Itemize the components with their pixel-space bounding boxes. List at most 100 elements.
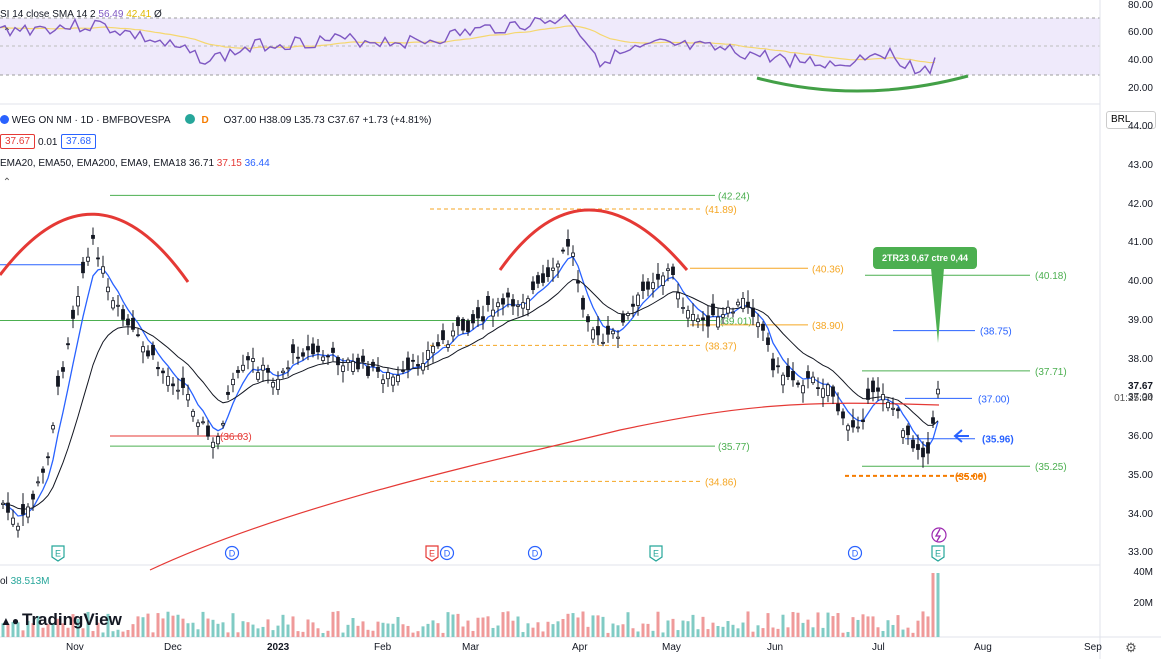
candle-body — [461, 318, 465, 331]
currency-selector[interactable]: BRL — [1106, 111, 1156, 129]
ema200-line — [149, 402, 940, 571]
rsi-value: 56.49 — [98, 9, 124, 20]
candle-body — [281, 370, 285, 374]
ema-fast-line — [2, 255, 939, 517]
rsi-tick-80: 80.00 — [1127, 0, 1153, 11]
candle-body — [741, 298, 745, 309]
candle-body — [156, 367, 160, 370]
volume-bar — [316, 628, 320, 637]
level-label: (39.01) — [720, 317, 752, 328]
volume-bar — [546, 621, 550, 637]
candle-body — [481, 316, 485, 322]
collapse-chevron-icon[interactable]: ⌃ — [2, 27, 12, 38]
bid-box[interactable]: 37.67 — [0, 134, 36, 149]
candle-body — [891, 407, 895, 410]
candle-body — [676, 292, 680, 300]
tradingview-logo[interactable]: ▲● TradingView — [0, 610, 122, 630]
candle-body — [216, 436, 220, 445]
volume-bar — [16, 622, 20, 637]
volume-bar — [666, 620, 670, 637]
candle-body — [356, 357, 360, 370]
volume-bar — [101, 632, 105, 637]
volume-bar — [371, 630, 375, 637]
earnings-marker-icon[interactable] — [649, 545, 663, 562]
ask-box[interactable]: 37.68 — [61, 134, 97, 149]
candle-body — [541, 273, 545, 283]
volume-bar — [621, 624, 625, 637]
dividend-marker-icon[interactable] — [224, 545, 240, 561]
candle-body — [371, 361, 375, 367]
candle-body — [296, 356, 300, 359]
volume-bar — [401, 624, 405, 637]
candle-body — [706, 315, 710, 327]
countdown-label: 01:25:34 — [1114, 393, 1153, 404]
candle-body — [316, 345, 320, 353]
volume-bar — [361, 621, 365, 637]
volume-bar — [636, 631, 640, 637]
volume-bar — [176, 614, 180, 637]
candle-body — [526, 298, 530, 310]
candle-body — [531, 281, 535, 291]
volume-bar — [741, 622, 745, 637]
candle-body — [351, 361, 355, 372]
volume-bar — [456, 613, 460, 637]
candle-body — [106, 286, 110, 293]
candle-body — [246, 356, 250, 361]
lightning-icon[interactable] — [931, 527, 947, 543]
candle-body — [581, 297, 585, 310]
volume-bar — [431, 620, 435, 637]
dividend-marker-icon[interactable] — [527, 545, 543, 561]
volume-bar — [501, 612, 505, 637]
earnings-marker-icon[interactable] — [425, 545, 439, 562]
dividend-marker-icon[interactable] — [439, 545, 455, 561]
volume-bar — [186, 623, 190, 637]
volume-bar — [641, 623, 645, 637]
time-tick: Mar — [462, 642, 480, 653]
candle-body — [416, 364, 420, 367]
ema-legend-text: EMA20, EMA50, EMA200, EMA9, EMA18 — [0, 158, 187, 169]
candle-body — [476, 307, 480, 319]
candle-body — [191, 410, 195, 417]
volume-bar — [576, 617, 580, 637]
candle-body — [346, 359, 350, 363]
earnings-marker-icon[interactable] — [51, 545, 65, 562]
event-marker-label: D — [532, 549, 539, 559]
volume-bar — [216, 623, 220, 637]
candle-body — [306, 346, 310, 351]
time-tick: May — [662, 642, 681, 653]
event-marker-label: E — [935, 549, 941, 559]
tradingview-wordmark: TradingView — [22, 610, 122, 629]
level-label: (34.86) — [705, 477, 737, 488]
candle-body — [511, 299, 515, 307]
price-tick: 41.00 — [1127, 237, 1153, 249]
volume-bar — [601, 616, 605, 637]
dividend-marker-icon[interactable] — [847, 545, 863, 561]
volume-bar — [761, 628, 765, 637]
candle-body — [411, 359, 415, 362]
symbol-title[interactable]: WEG ON NM · 1D · BMFBOVESPA — [11, 115, 170, 126]
volume-bar — [756, 625, 760, 637]
level-label: (40.36) — [812, 264, 844, 275]
candle-body — [736, 301, 740, 306]
volume-bar — [586, 626, 590, 637]
candle-body — [681, 307, 685, 309]
candle-body — [231, 378, 235, 386]
candle-body — [301, 352, 305, 357]
volume-bar — [81, 628, 85, 637]
candle-body — [796, 382, 800, 385]
earnings-marker-icon[interactable] — [931, 545, 945, 562]
collapse-chevron-icon[interactable]: ⌃ — [2, 177, 12, 188]
volume-bar — [41, 627, 45, 637]
time-tick: Dec — [164, 642, 182, 653]
volume-bar — [86, 611, 90, 637]
rsi-tick-60: 60.00 — [1127, 27, 1153, 38]
settings-gear-icon[interactable]: ⚙ — [1125, 640, 1137, 655]
rsi-legend: SI 14 close SMA 14 2 56.49 42.41 Ø — [0, 9, 162, 20]
volume-bar — [846, 631, 850, 637]
volume-bar — [771, 627, 775, 637]
volume-bar — [96, 622, 100, 637]
candle-body — [826, 384, 830, 396]
volume-bar — [856, 619, 860, 637]
event-marker-label: E — [55, 549, 61, 559]
